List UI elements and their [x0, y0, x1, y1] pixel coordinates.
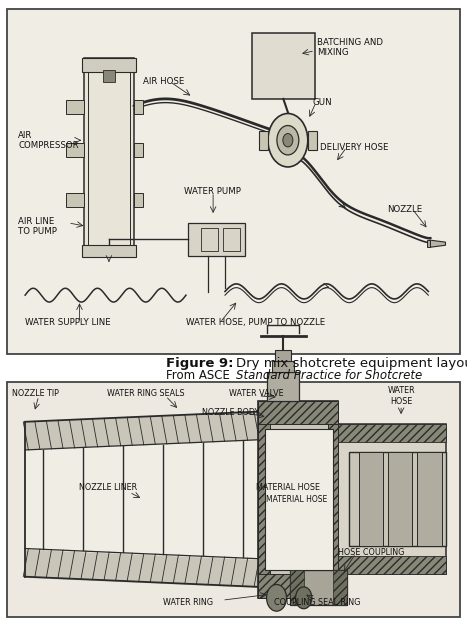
- Bar: [84, 58, 134, 257]
- Text: WATER VALVE: WATER VALVE: [229, 389, 283, 398]
- Text: BATCHING AND
MIXING: BATCHING AND MIXING: [317, 38, 383, 57]
- Circle shape: [296, 587, 312, 608]
- Polygon shape: [430, 240, 446, 247]
- Text: NOZZLE LINER: NOZZLE LINER: [79, 483, 138, 492]
- Bar: [7, 9, 460, 354]
- Bar: [82, 58, 136, 71]
- Circle shape: [268, 113, 308, 167]
- Text: NOZZLE: NOZZLE: [388, 205, 423, 213]
- Text: Standard Practice for Shotcrete: Standard Practice for Shotcrete: [236, 369, 422, 382]
- Bar: [417, 452, 441, 546]
- Bar: [66, 143, 84, 157]
- Text: HOSE COUPLING: HOSE COUPLING: [338, 548, 404, 557]
- Circle shape: [283, 133, 293, 147]
- Bar: [258, 401, 338, 598]
- Text: Figure 9:: Figure 9:: [166, 357, 234, 369]
- Text: COUPLING SEAL RING: COUPLING SEAL RING: [274, 598, 361, 607]
- Bar: [188, 223, 245, 255]
- Bar: [276, 350, 291, 361]
- Text: NOZZLE TIP: NOZZLE TIP: [12, 389, 58, 398]
- Bar: [7, 382, 460, 617]
- Text: AIR HOSE: AIR HOSE: [143, 77, 184, 86]
- Bar: [258, 401, 270, 598]
- Bar: [268, 372, 299, 401]
- Bar: [201, 228, 218, 250]
- Text: NOZZLE BODY: NOZZLE BODY: [202, 408, 259, 417]
- Text: WATER
HOSE: WATER HOSE: [387, 386, 415, 406]
- Bar: [333, 557, 446, 575]
- Bar: [308, 131, 317, 150]
- Bar: [134, 100, 143, 113]
- Text: WATER PUMP: WATER PUMP: [184, 187, 241, 197]
- Bar: [272, 361, 294, 372]
- Text: AIR
COMPRESSOR: AIR COMPRESSOR: [18, 131, 79, 150]
- Bar: [333, 424, 446, 442]
- Bar: [103, 69, 115, 81]
- Bar: [328, 401, 338, 598]
- Bar: [134, 143, 143, 158]
- Bar: [259, 131, 268, 150]
- Bar: [333, 570, 347, 605]
- Text: From ASCE: From ASCE: [166, 369, 234, 382]
- Bar: [265, 429, 333, 570]
- Bar: [82, 245, 136, 257]
- Text: MATERIAL HOSE: MATERIAL HOSE: [256, 483, 320, 492]
- Bar: [388, 452, 412, 546]
- Bar: [427, 240, 430, 247]
- Text: MATERIAL HOSE: MATERIAL HOSE: [266, 495, 327, 504]
- Text: WATER SUPPLY LINE: WATER SUPPLY LINE: [25, 318, 111, 327]
- Bar: [88, 66, 130, 249]
- Bar: [359, 452, 383, 546]
- Bar: [66, 193, 84, 207]
- Bar: [349, 452, 446, 546]
- Circle shape: [360, 475, 379, 501]
- Bar: [134, 193, 143, 207]
- Circle shape: [360, 492, 379, 518]
- Circle shape: [267, 585, 286, 611]
- Text: GUN: GUN: [313, 98, 333, 107]
- Text: DELIVERY HOSE: DELIVERY HOSE: [319, 143, 388, 151]
- Bar: [66, 100, 84, 113]
- Circle shape: [277, 126, 299, 155]
- Bar: [258, 401, 338, 424]
- Circle shape: [360, 458, 379, 484]
- Text: Dry mix shotcrete equipment layout: Dry mix shotcrete equipment layout: [236, 357, 467, 369]
- Text: WATER RING SEALS: WATER RING SEALS: [106, 389, 184, 398]
- Bar: [290, 570, 304, 605]
- Bar: [223, 228, 241, 250]
- Text: AIR LINE
TO PUMP: AIR LINE TO PUMP: [18, 217, 57, 236]
- Bar: [252, 33, 315, 99]
- Text: WATER RING: WATER RING: [163, 598, 213, 607]
- Text: WATER HOSE, PUMP TO NOZZLE: WATER HOSE, PUMP TO NOZZLE: [186, 318, 325, 327]
- Bar: [290, 570, 347, 605]
- Bar: [258, 574, 338, 598]
- Bar: [333, 424, 446, 575]
